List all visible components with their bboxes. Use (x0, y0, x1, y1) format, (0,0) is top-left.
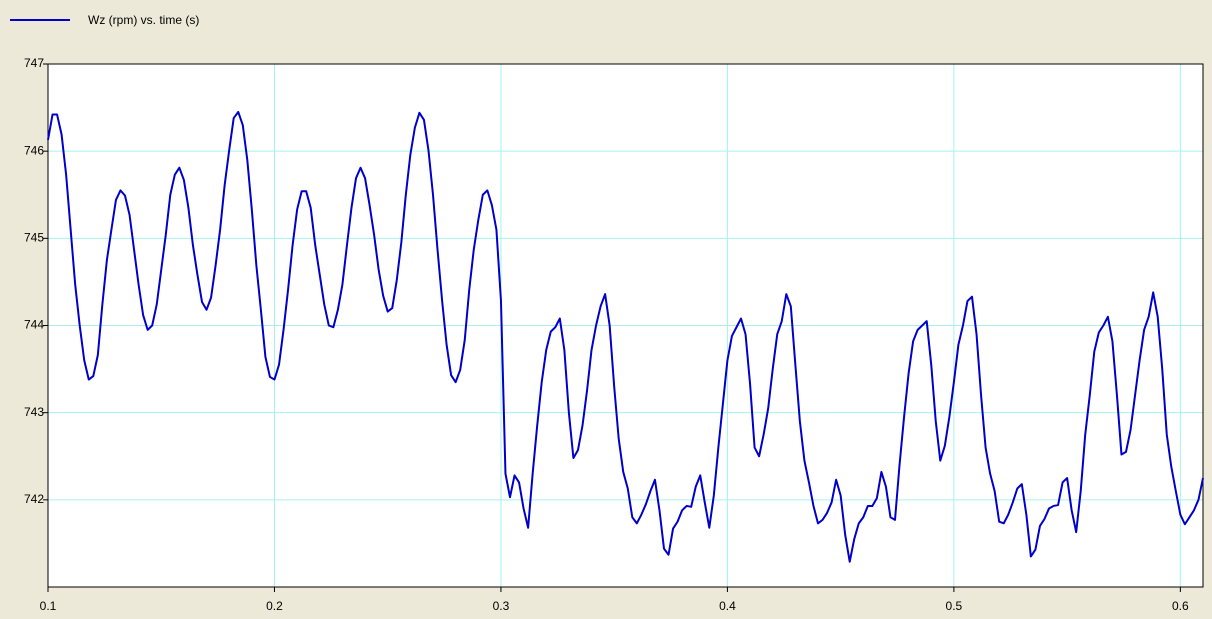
x-tick-label: 0.6 (1172, 599, 1189, 613)
x-tick-label: 0.2 (266, 599, 283, 613)
x-tick-label: 0.5 (946, 599, 963, 613)
y-tick-label: 745 (24, 231, 44, 245)
y-tick-label: 746 (24, 143, 44, 157)
y-tick-label: 747 (24, 56, 44, 70)
x-tick-label: 0.4 (719, 599, 736, 613)
y-tick-label: 744 (24, 318, 44, 332)
x-tick-label: 0.1 (40, 599, 57, 613)
data-line (47, 110, 1204, 563)
x-tick-label: 0.3 (493, 599, 510, 613)
legend-label: Wz (rpm) vs. time (s) (88, 13, 199, 27)
plot-area (47, 63, 1204, 588)
y-tick-label: 742 (24, 492, 44, 506)
y-tick-label: 743 (24, 405, 44, 419)
